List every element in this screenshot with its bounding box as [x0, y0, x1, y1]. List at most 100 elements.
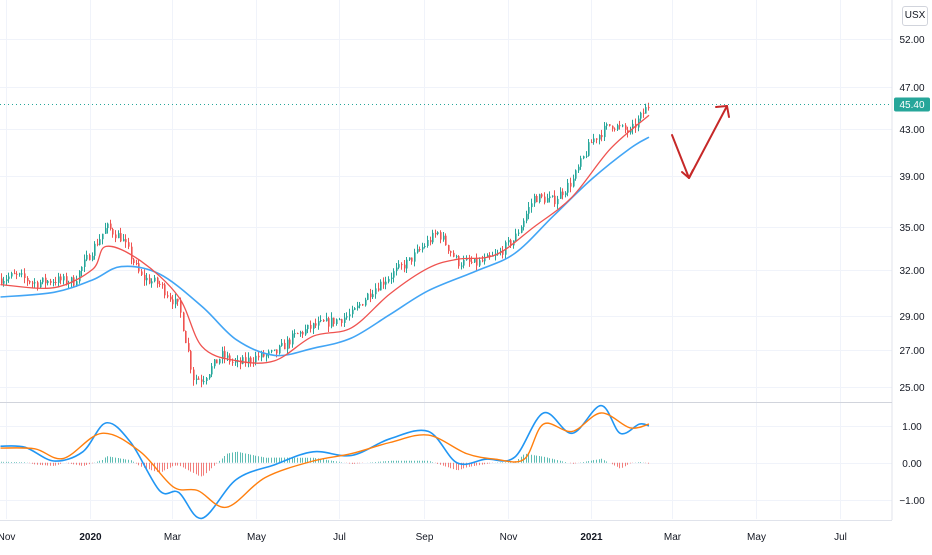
time-axis[interactable]: Nov 2020 Mar May Jul Sep Nov 2021 Mar May Jul: [0, 532, 847, 543]
price-tick-label: 52.00: [899, 35, 924, 46]
macd-tick-label: 0.00: [902, 459, 922, 470]
candle-body: [297, 333, 299, 335]
candle-body: [177, 298, 179, 302]
candle-body: [29, 281, 31, 283]
candle-body: [229, 355, 231, 362]
candle-body: [443, 235, 445, 240]
ema-fast-line: [0, 114, 650, 364]
candle-body: [414, 252, 416, 262]
candle-body: [86, 255, 88, 260]
candle-body: [453, 252, 455, 257]
candle-body: [333, 317, 335, 324]
candle-body: [606, 124, 608, 126]
arrow-drawings[interactable]: [671, 105, 730, 179]
up-arrow-line[interactable]: [688, 105, 728, 179]
candle-body: [523, 220, 525, 227]
candle-body: [383, 281, 385, 285]
candle-body: [242, 357, 244, 364]
candle-body: [391, 277, 393, 279]
macd-axis[interactable]: 1.00 0.00 −1.00: [899, 422, 925, 507]
candle-body: [112, 229, 114, 235]
candle-body: [45, 277, 47, 284]
candle-body: [372, 294, 374, 298]
candle-body: [575, 170, 577, 179]
candle-body: [261, 352, 263, 358]
candle-body: [279, 345, 281, 354]
macd-tick-label: 1.00: [902, 422, 922, 433]
price-tick-label: 43.00: [899, 125, 924, 136]
candle-body: [287, 339, 289, 350]
up-arrowhead[interactable]: [715, 105, 730, 118]
down-arrow-line[interactable]: [671, 134, 690, 179]
candle-body: [11, 273, 13, 277]
candle-body: [604, 125, 606, 138]
candle-body: [203, 381, 205, 383]
candle-body: [110, 223, 112, 229]
candle-body: [419, 249, 421, 251]
time-tick-label: Nov: [0, 532, 15, 543]
last-price-tag: [894, 97, 930, 112]
candle-body: [6, 279, 8, 282]
candle-body: [440, 232, 442, 240]
candle-body: [248, 357, 250, 363]
candle-body: [305, 329, 307, 335]
candle-body: [118, 233, 120, 239]
candle-body: [466, 259, 468, 261]
candle-body: [227, 355, 229, 358]
candle-body: [328, 318, 330, 327]
time-tick-label: Nov: [500, 532, 518, 543]
candle-body: [469, 259, 471, 262]
candle-body: [79, 271, 81, 282]
candle-body: [417, 249, 419, 253]
candle-body: [526, 213, 528, 221]
candle-body: [250, 357, 252, 363]
candle-body: [284, 342, 286, 350]
candle-body: [214, 359, 216, 367]
candle-body: [422, 247, 424, 250]
candle-body: [567, 182, 569, 193]
candle-body: [196, 378, 198, 380]
candle-body: [190, 351, 192, 370]
candle-body: [640, 112, 642, 119]
candle-body: [352, 309, 354, 315]
candle-body: [216, 359, 218, 364]
candle-body: [125, 239, 127, 243]
indicator-lines: [0, 114, 650, 520]
candle-body: [489, 255, 491, 257]
candle-body: [245, 357, 247, 363]
price-tick-label: 35.00: [899, 223, 924, 234]
currency-button[interactable]: USX: [902, 6, 928, 26]
candle-body: [32, 282, 34, 284]
candle-body: [268, 351, 270, 355]
candle-body: [266, 354, 268, 357]
candle-body: [385, 281, 387, 285]
candle-body: [107, 223, 109, 229]
candle-body: [344, 317, 346, 323]
candle-body: [531, 203, 533, 208]
candle-body: [258, 355, 260, 358]
candle-body: [14, 273, 16, 275]
candle-body: [16, 273, 18, 275]
candle-body: [315, 323, 317, 326]
candle-body: [565, 192, 567, 196]
candle-body: [573, 178, 575, 187]
candle-body: [94, 243, 96, 256]
candle-body: [554, 195, 556, 205]
price-tick-label: 29.00: [899, 312, 924, 323]
candle-body: [479, 260, 481, 266]
candle-body: [580, 158, 582, 167]
candle-body: [300, 332, 302, 334]
macd-histogram: [1, 451, 649, 477]
candle-body: [144, 274, 146, 281]
candle-body: [359, 304, 361, 306]
candle-body: [614, 128, 616, 130]
candle-body: [588, 142, 590, 156]
candle-body: [619, 125, 621, 127]
candle-body: [370, 293, 372, 298]
candle-body: [92, 255, 94, 261]
price-axis[interactable]: 25.00 27.00 29.00 32.00 35.00 39.00 43.00 47.00…: [899, 35, 924, 394]
candle-body: [552, 195, 554, 197]
candle-body: [157, 277, 159, 284]
